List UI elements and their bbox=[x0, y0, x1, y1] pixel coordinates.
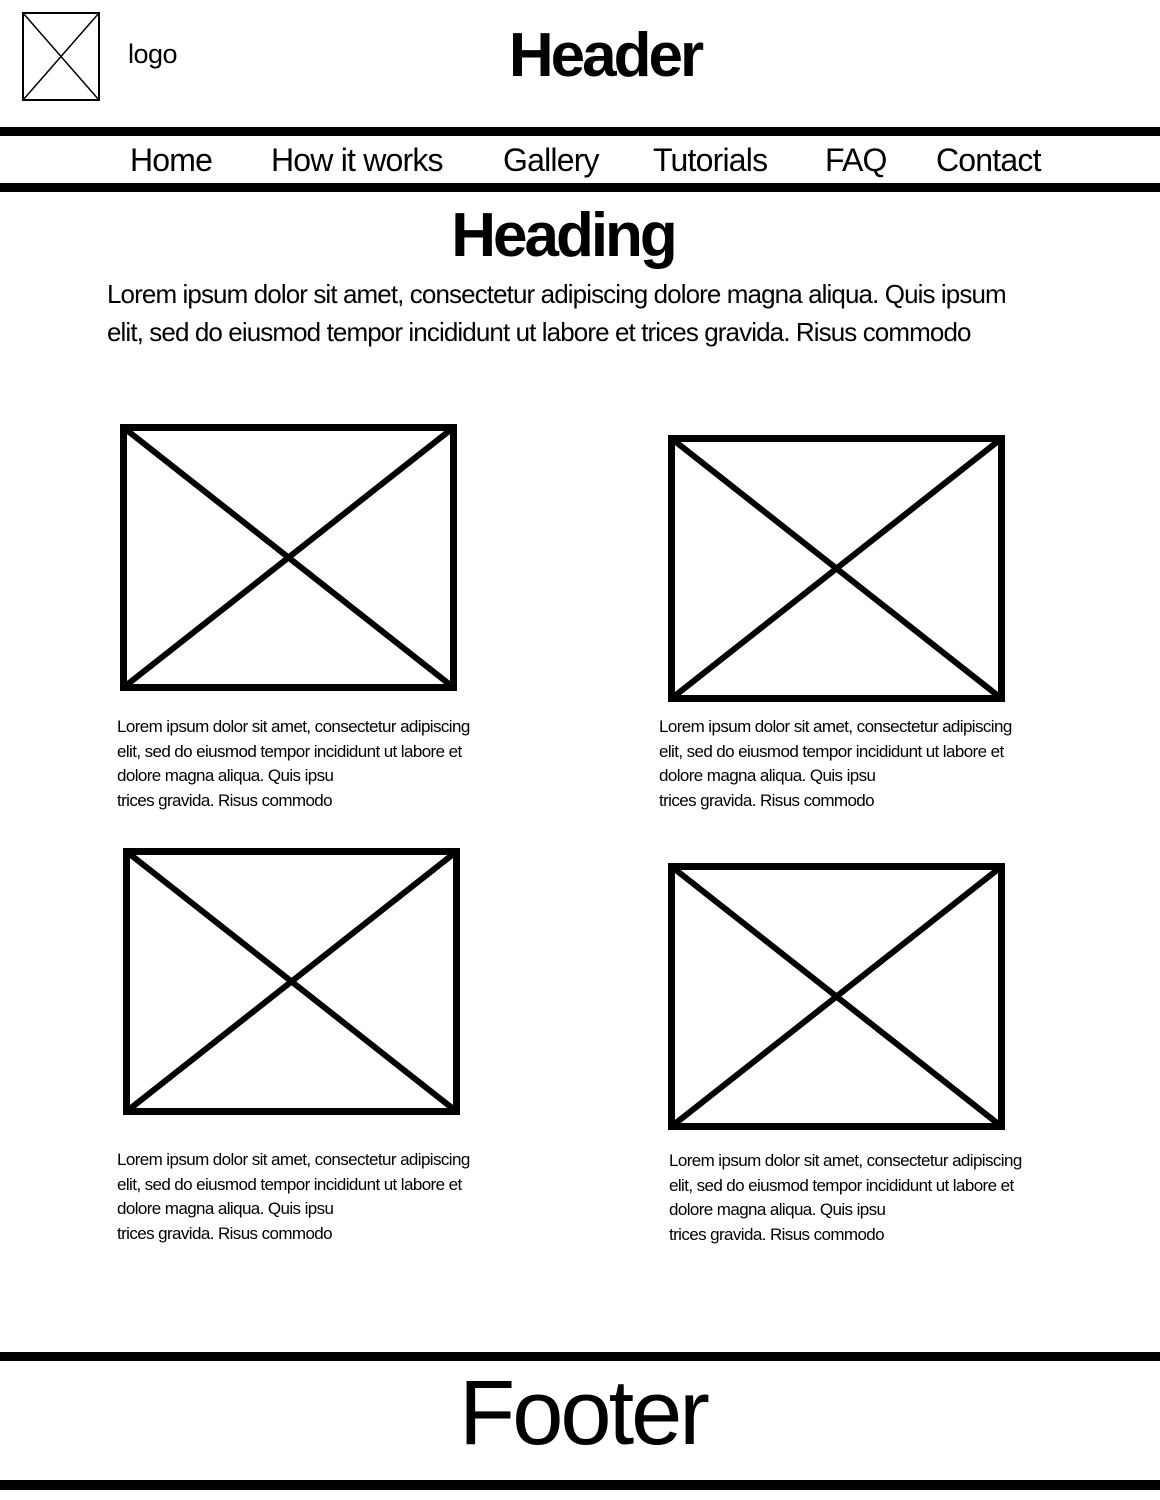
page-heading: Heading bbox=[451, 201, 678, 270]
footer-title: Footer bbox=[459, 1362, 710, 1464]
card-image-placeholder-icon bbox=[668, 435, 1005, 702]
nav-item-home[interactable]: Home bbox=[130, 142, 213, 178]
card-text-line: elit, sed do eiusmod tempor incididunt u… bbox=[117, 741, 462, 761]
card-text-line: dolore magna aliqua. Quis ipsu bbox=[669, 1200, 886, 1219]
card-text-line: trices gravida. Risus commodo bbox=[669, 1224, 885, 1244]
intro-line: elit, sed do eiusmod tempor incididunt u… bbox=[107, 317, 971, 347]
card-text-line: trices gravida. Risus commodo bbox=[659, 790, 875, 810]
card-text-line: Lorem ipsum dolor sit amet, consectetur … bbox=[669, 1151, 1022, 1170]
header-title: Header bbox=[508, 21, 704, 90]
logo-placeholder-icon bbox=[22, 12, 100, 101]
card-text-line: elit, sed do eiusmod tempor incididunt u… bbox=[117, 1174, 462, 1194]
card-text-line: elit, sed do eiusmod tempor incididunt u… bbox=[669, 1175, 1014, 1195]
logo-label: logo bbox=[128, 39, 178, 69]
card-text-line: dolore magna aliqua. Quis ipsu bbox=[117, 766, 334, 785]
card-text: Lorem ipsum dolor sit amet, consectetur … bbox=[669, 1149, 1049, 1247]
nav-item-faq[interactable]: FAQ bbox=[825, 142, 887, 178]
intro-line: Lorem ipsum dolor sit amet, consectetur … bbox=[107, 279, 1007, 309]
card-text: Lorem ipsum dolor sit amet, consectetur … bbox=[117, 1148, 497, 1246]
nav-item-how-it-works[interactable]: How it works bbox=[271, 142, 444, 178]
card-text-line: Lorem ipsum dolor sit amet, consectetur … bbox=[117, 1150, 470, 1169]
card-text-line: Lorem ipsum dolor sit amet, consectetur … bbox=[117, 717, 470, 736]
footer-divider-bottom bbox=[0, 1480, 1160, 1490]
nav-divider-top bbox=[0, 127, 1160, 136]
nav-item-gallery[interactable]: Gallery bbox=[503, 142, 600, 178]
card-image-placeholder-icon bbox=[668, 863, 1005, 1130]
nav-item-tutorials[interactable]: Tutorials bbox=[653, 142, 768, 178]
card-text-line: trices gravida. Risus commodo bbox=[117, 1223, 333, 1243]
intro-paragraph: Lorem ipsum dolor sit amet, consectetur … bbox=[107, 275, 1092, 355]
card-image-placeholder-icon bbox=[123, 848, 460, 1115]
main-nav: Home How it works Gallery Tutorials FAQ … bbox=[0, 137, 1160, 183]
intro-fade bbox=[1040, 278, 1100, 354]
card-text-line: trices gravida. Risus commodo bbox=[117, 790, 333, 810]
nav-divider-bottom bbox=[0, 183, 1160, 192]
card-text-line: elit, sed do eiusmod tempor incididunt u… bbox=[659, 741, 1004, 761]
card-text-line: dolore magna aliqua. Quis ipsu bbox=[659, 766, 876, 785]
card-text: Lorem ipsum dolor sit amet, consectetur … bbox=[117, 715, 497, 813]
footer-divider-top bbox=[0, 1352, 1160, 1361]
card-text: Lorem ipsum dolor sit amet, consectetur … bbox=[659, 715, 1039, 813]
card-text-line: Lorem ipsum dolor sit amet, consectetur … bbox=[659, 717, 1012, 736]
card-text-line: dolore magna aliqua. Quis ipsu bbox=[117, 1199, 334, 1218]
nav-item-contact[interactable]: Contact bbox=[936, 142, 1041, 178]
card-image-placeholder-icon bbox=[120, 424, 457, 691]
